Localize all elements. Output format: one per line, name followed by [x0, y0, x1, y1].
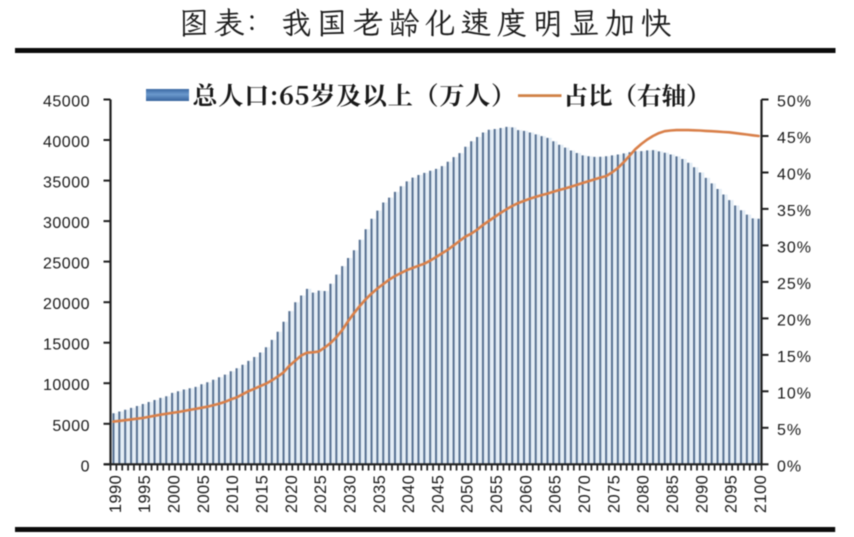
svg-text:2020: 2020: [283, 475, 301, 513]
svg-text:2070: 2070: [576, 475, 594, 513]
svg-text:2035: 2035: [371, 475, 389, 513]
svg-text:30000: 30000: [43, 215, 90, 232]
svg-text:2075: 2075: [605, 475, 623, 513]
svg-text:2040: 2040: [400, 475, 418, 513]
svg-text:0: 0: [81, 458, 90, 475]
svg-text:35%: 35%: [777, 203, 812, 220]
svg-text:40%: 40%: [777, 167, 812, 184]
svg-text:2050: 2050: [459, 475, 477, 513]
svg-text:2095: 2095: [723, 475, 741, 513]
svg-text:5000: 5000: [52, 418, 90, 435]
svg-text:2080: 2080: [635, 475, 653, 513]
svg-text:2100: 2100: [752, 475, 770, 513]
svg-text:50%: 50%: [777, 94, 812, 111]
svg-text:25%: 25%: [777, 276, 812, 293]
svg-text:2090: 2090: [693, 475, 711, 513]
svg-text:20%: 20%: [777, 312, 812, 329]
svg-text:5%: 5%: [777, 422, 802, 439]
svg-text:30%: 30%: [777, 239, 812, 256]
svg-text:35000: 35000: [43, 175, 90, 192]
svg-text:2015: 2015: [254, 475, 272, 513]
svg-text:45000: 45000: [43, 94, 90, 111]
svg-text:0%: 0%: [777, 458, 802, 475]
svg-text:2005: 2005: [195, 475, 213, 513]
svg-text:2085: 2085: [664, 475, 682, 513]
svg-text:45%: 45%: [777, 130, 812, 147]
svg-text:20000: 20000: [43, 296, 90, 313]
svg-text:2065: 2065: [547, 475, 565, 513]
svg-text:10000: 10000: [43, 377, 90, 394]
svg-text:10%: 10%: [777, 385, 812, 402]
svg-text:15000: 15000: [43, 337, 90, 354]
svg-text:2000: 2000: [166, 475, 184, 513]
svg-text:1995: 1995: [136, 475, 154, 513]
svg-text:2055: 2055: [488, 475, 506, 513]
svg-text:2045: 2045: [429, 475, 447, 513]
svg-text:1990: 1990: [107, 475, 125, 513]
svg-text:2030: 2030: [341, 475, 359, 513]
svg-text:2010: 2010: [224, 475, 242, 513]
svg-text:40000: 40000: [43, 134, 90, 151]
svg-text:15%: 15%: [777, 349, 812, 366]
svg-text:25000: 25000: [43, 256, 90, 273]
svg-text:2025: 2025: [312, 475, 330, 513]
svg-text:2060: 2060: [517, 475, 535, 513]
